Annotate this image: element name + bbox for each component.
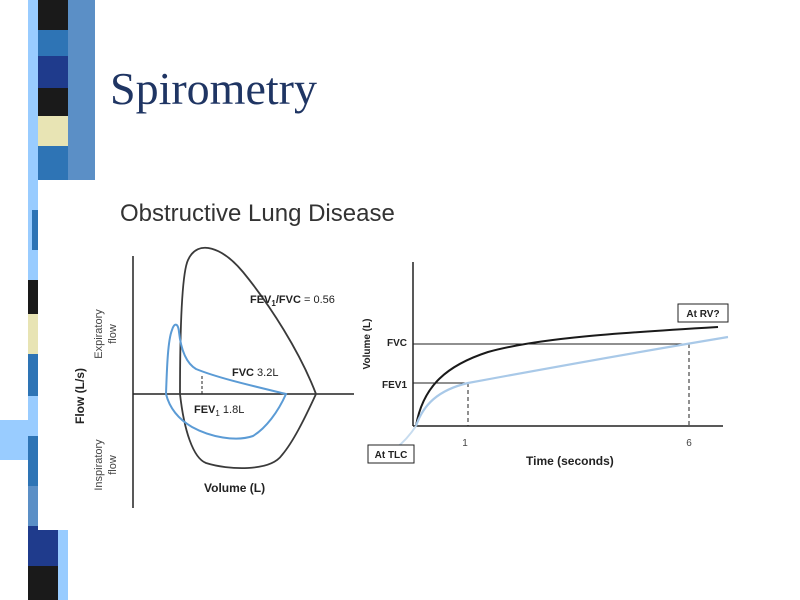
stripe-block xyxy=(38,30,68,56)
slide-title: Spirometry xyxy=(110,63,317,114)
stripe-block xyxy=(68,0,95,180)
stripe-block xyxy=(38,116,68,146)
fv-x-axis-label: Volume (L) xyxy=(204,481,265,495)
vt-x-axis-label: Time (seconds) xyxy=(526,454,614,468)
at-rv-label: At RV? xyxy=(686,309,719,320)
fvc-annotation: FVC 3.2L xyxy=(232,367,278,379)
stripe-block xyxy=(38,88,68,116)
stripe-block xyxy=(38,56,68,88)
vt-y-axis-label: Volume (L) xyxy=(362,319,373,370)
tick-label-1: 1 xyxy=(462,438,468,449)
volume-time-panel: Volume (L) Time (seconds) FVC FEV1 1 6 A… xyxy=(362,262,729,468)
stripe-block xyxy=(38,0,68,30)
expiratory-label: Expiratory xyxy=(93,309,105,359)
expiratory-label-2: flow xyxy=(107,324,119,344)
fv-y-axis-label: Flow (L/s) xyxy=(73,368,87,424)
ratio-annotation: FEV1/FVC = 0.56 xyxy=(250,294,335,308)
at-tlc-label: At TLC xyxy=(375,450,408,461)
stripe-block xyxy=(28,566,58,600)
vt-fvc-label: FVC xyxy=(387,338,407,349)
normal-flow-volume-loop xyxy=(179,246,317,470)
inspiratory-label-2: flow xyxy=(107,455,119,475)
at-tlc-box xyxy=(367,444,415,464)
stripe-block xyxy=(28,526,58,566)
normal-volume-time-curve xyxy=(415,326,719,427)
stripe-block xyxy=(0,0,28,600)
stripe-block xyxy=(0,420,28,460)
figure-subtitle: Obstructive Lung Disease xyxy=(120,200,395,227)
stripe-block xyxy=(0,30,28,90)
flow-volume-panel: Flow (L/s) Expiratory flow Inspiratory f… xyxy=(73,246,354,508)
fev1-annotation: FEV1 1.8L xyxy=(194,404,244,418)
spirometry-figure: Obstructive Lung Disease Flow (L/s) Expi… xyxy=(73,200,729,508)
stripe-block xyxy=(38,146,68,180)
inspiratory-label: Inspiratory xyxy=(93,439,105,491)
vt-fev1-label: FEV1 xyxy=(382,380,407,391)
tick-label-6: 6 xyxy=(686,438,692,449)
obstructive-flow-volume-loop xyxy=(164,323,288,440)
obstructive-volume-time-curve xyxy=(414,335,729,427)
figure-card: Obstructive Lung Disease Flow (L/s) Expi… xyxy=(38,180,768,530)
at-rv-box xyxy=(677,303,729,323)
